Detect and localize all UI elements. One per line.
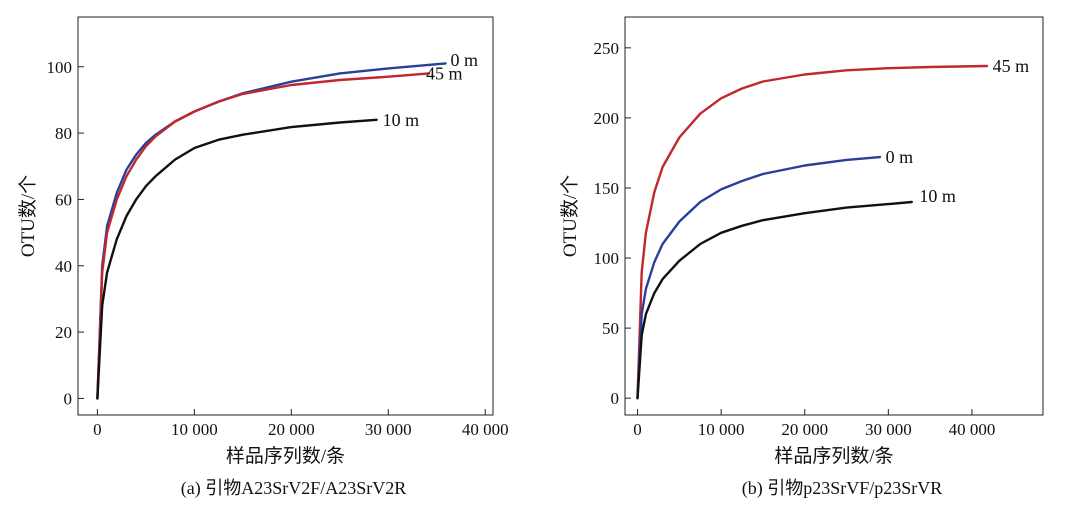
y-tick-label: 250 [594,39,620,58]
y-tick-label: 100 [47,58,73,77]
y-tick-label: 200 [594,109,620,128]
x-tick-label: 20 000 [268,420,315,439]
x-tick-label: 30 000 [865,420,912,439]
x-tick-label: 40 000 [462,420,509,439]
x-axis-label: 样品序列数/条 [774,445,893,467]
series-label-0m: 0 m [886,147,914,167]
y-tick-label: 150 [594,179,620,198]
x-tick-label: 0 [633,420,642,439]
x-tick-label: 10 000 [698,420,745,439]
panel-caption: (a) 引物A23SrV2F/A23SrV2R [181,478,407,499]
panel-caption: (b) 引物p23SrVF/p23SrVR [742,478,943,499]
y-tick-label: 50 [602,319,619,338]
series-label-10m: 10 m [919,186,956,206]
series-line-0m [636,155,882,400]
series-line-10m [96,118,378,400]
series-label-45m: 45 m [426,63,463,83]
series-label-10m: 10 m [383,110,420,130]
y-tick-label: 40 [55,257,72,276]
y-tick-label: 100 [594,249,620,268]
y-tick-label: 80 [55,124,72,143]
x-tick-label: 20 000 [781,420,828,439]
x-tick-label: 30 000 [365,420,412,439]
series-label-0m: 0 m [450,50,478,70]
series-line-10m [636,200,913,400]
y-tick-label: 20 [55,323,72,342]
y-axis-label: OTU数/个 [17,175,39,257]
y-tick-label: 60 [55,190,72,209]
series-label-45m: 45 m [993,56,1030,76]
x-tick-label: 10 000 [171,420,218,439]
series-line-45m [96,72,431,400]
x-axis-label: 样品序列数/条 [226,445,345,467]
x-tick-label: 0 [93,420,102,439]
series-line-45m [636,64,989,400]
plot-frame-a [77,16,494,416]
y-axis-label: OTU数/个 [559,175,581,257]
y-tick-label: 0 [64,389,73,408]
y-tick-label: 0 [611,389,620,408]
x-tick-label: 40 000 [949,420,996,439]
plot-frame-b [624,16,1044,416]
